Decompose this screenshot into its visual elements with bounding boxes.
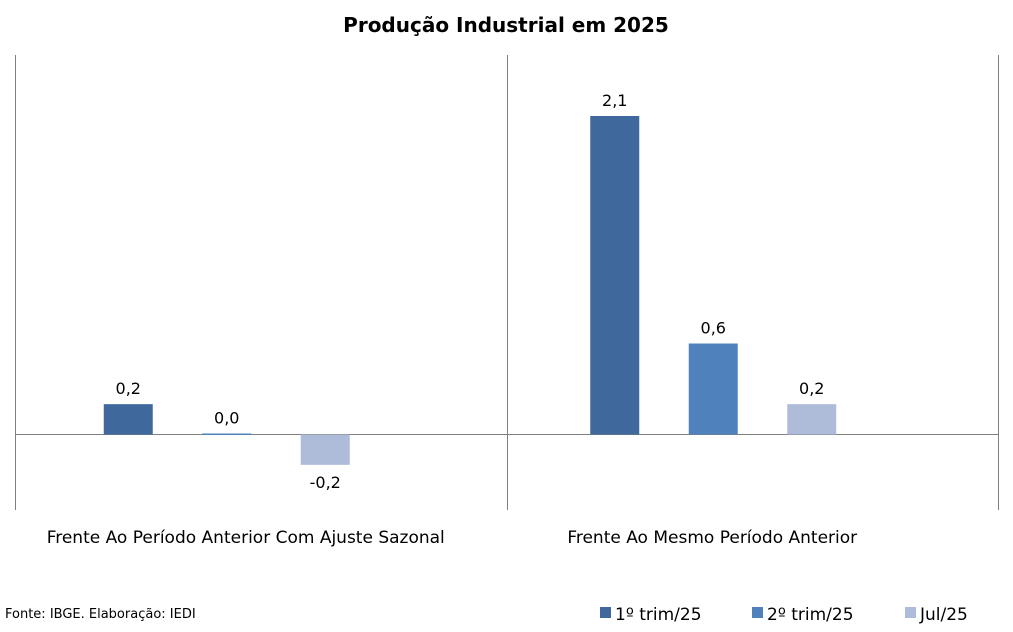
legend-swatch <box>600 607 611 618</box>
legend-label: 2º trim/25 <box>767 605 854 625</box>
chart-title: Produção Industrial em 2025 <box>343 13 669 37</box>
chart-bars <box>103 116 837 465</box>
data-label: -0,2 <box>310 473 341 492</box>
legend-swatch <box>752 607 763 618</box>
category-label: Frente Ao Período Anterior Com Ajuste Sa… <box>47 528 445 548</box>
legend-label: Jul/25 <box>919 605 968 625</box>
bar <box>103 404 153 435</box>
bar <box>787 404 837 435</box>
data-label: 2,1 <box>602 91 627 110</box>
bar <box>688 343 738 435</box>
chart-category-labels: Frente Ao Período Anterior Com Ajuste Sa… <box>47 528 857 548</box>
chart-axes <box>15 55 999 510</box>
data-label: 0,0 <box>214 409 239 428</box>
bar <box>300 434 350 465</box>
bar <box>202 433 252 435</box>
data-label: 0,2 <box>799 379 824 398</box>
chart-data-labels: 0,2 0,0 -0,2 2,1 0,6 0,2 <box>116 91 825 492</box>
source-note: Fonte: IBGE. Elaboração: IEDI <box>5 607 196 622</box>
legend-label: 1º trim/25 <box>615 605 702 625</box>
data-label: 0,2 <box>116 379 141 398</box>
chart-legend: 1º trim/25 2º trim/25 Jul/25 <box>600 605 968 625</box>
category-label: Frente Ao Mesmo Período Anterior <box>567 528 857 548</box>
bar <box>590 116 640 435</box>
data-label: 0,6 <box>701 319 726 338</box>
legend-swatch <box>905 607 916 618</box>
